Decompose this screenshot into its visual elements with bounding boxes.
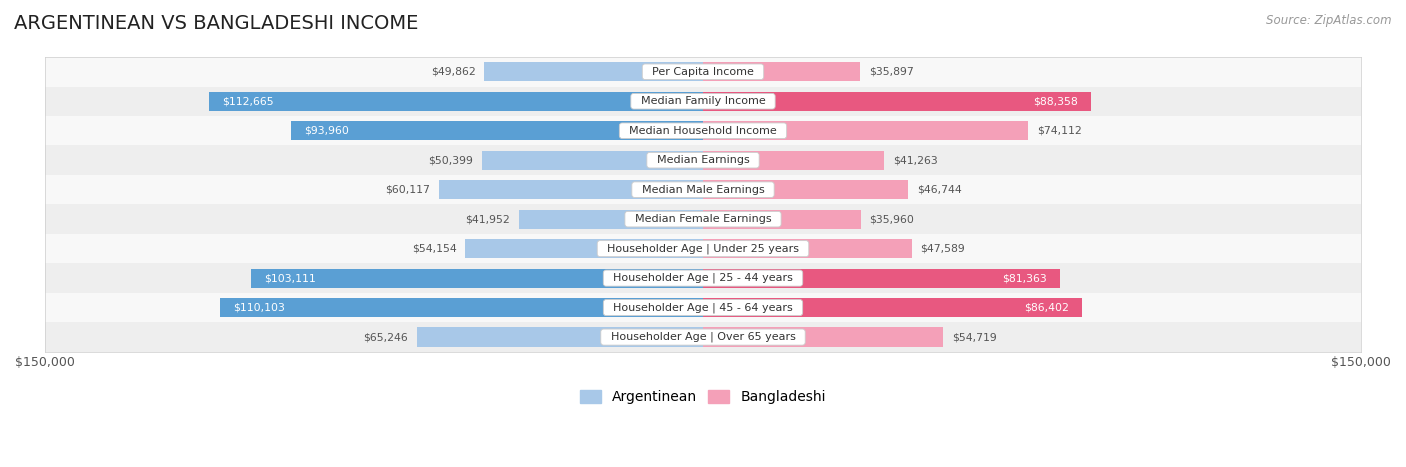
Bar bbox=[703, 92, 1091, 111]
Text: $65,246: $65,246 bbox=[363, 332, 408, 342]
Text: $93,960: $93,960 bbox=[304, 126, 349, 136]
Bar bbox=[45, 57, 1361, 86]
Text: $60,117: $60,117 bbox=[385, 184, 430, 195]
Bar bbox=[45, 322, 1361, 352]
Text: $74,112: $74,112 bbox=[1036, 126, 1081, 136]
Text: $54,154: $54,154 bbox=[412, 244, 457, 254]
Bar bbox=[482, 151, 703, 170]
Bar bbox=[291, 121, 703, 140]
Bar bbox=[45, 205, 1361, 234]
Bar bbox=[416, 327, 703, 347]
Text: Householder Age | Over 65 years: Householder Age | Over 65 years bbox=[603, 332, 803, 342]
Text: $41,263: $41,263 bbox=[893, 155, 938, 165]
Text: Householder Age | Under 25 years: Householder Age | Under 25 years bbox=[600, 243, 806, 254]
Bar bbox=[703, 327, 943, 347]
Bar bbox=[703, 121, 1028, 140]
Bar bbox=[45, 175, 1361, 205]
Text: $35,897: $35,897 bbox=[869, 67, 914, 77]
Text: $46,744: $46,744 bbox=[917, 184, 962, 195]
Bar bbox=[45, 293, 1361, 322]
Text: $50,399: $50,399 bbox=[429, 155, 474, 165]
Legend: Argentinean, Bangladeshi: Argentinean, Bangladeshi bbox=[575, 385, 831, 410]
Bar bbox=[484, 62, 703, 81]
Text: $112,665: $112,665 bbox=[222, 96, 274, 106]
Text: Median Family Income: Median Family Income bbox=[634, 96, 772, 106]
Bar bbox=[45, 263, 1361, 293]
Text: Source: ZipAtlas.com: Source: ZipAtlas.com bbox=[1267, 14, 1392, 27]
Text: $81,363: $81,363 bbox=[1002, 273, 1047, 283]
Bar bbox=[439, 180, 703, 199]
Text: Householder Age | 45 - 64 years: Householder Age | 45 - 64 years bbox=[606, 302, 800, 313]
Bar bbox=[45, 86, 1361, 116]
Text: $86,402: $86,402 bbox=[1024, 303, 1069, 312]
Text: Median Male Earnings: Median Male Earnings bbox=[634, 184, 772, 195]
Text: Median Female Earnings: Median Female Earnings bbox=[627, 214, 779, 224]
Bar bbox=[703, 210, 860, 229]
Text: $49,862: $49,862 bbox=[430, 67, 475, 77]
Bar bbox=[703, 151, 884, 170]
Bar bbox=[703, 62, 860, 81]
Bar bbox=[250, 269, 703, 288]
Text: $41,952: $41,952 bbox=[465, 214, 510, 224]
Text: $88,358: $88,358 bbox=[1033, 96, 1077, 106]
Bar bbox=[208, 92, 703, 111]
Bar bbox=[45, 145, 1361, 175]
Text: ARGENTINEAN VS BANGLADESHI INCOME: ARGENTINEAN VS BANGLADESHI INCOME bbox=[14, 14, 419, 33]
Text: Householder Age | 25 - 44 years: Householder Age | 25 - 44 years bbox=[606, 273, 800, 283]
Text: $47,589: $47,589 bbox=[921, 244, 966, 254]
Bar bbox=[519, 210, 703, 229]
Text: Per Capita Income: Per Capita Income bbox=[645, 67, 761, 77]
Bar bbox=[219, 298, 703, 317]
Bar bbox=[45, 234, 1361, 263]
Text: Median Household Income: Median Household Income bbox=[621, 126, 785, 136]
Bar bbox=[703, 239, 911, 258]
Text: Median Earnings: Median Earnings bbox=[650, 155, 756, 165]
Bar bbox=[703, 298, 1083, 317]
Bar bbox=[703, 180, 908, 199]
Bar bbox=[703, 269, 1060, 288]
Bar bbox=[45, 116, 1361, 145]
Text: $110,103: $110,103 bbox=[233, 303, 285, 312]
Bar bbox=[465, 239, 703, 258]
Text: $103,111: $103,111 bbox=[264, 273, 315, 283]
Text: $54,719: $54,719 bbox=[952, 332, 997, 342]
Text: $35,960: $35,960 bbox=[869, 214, 914, 224]
